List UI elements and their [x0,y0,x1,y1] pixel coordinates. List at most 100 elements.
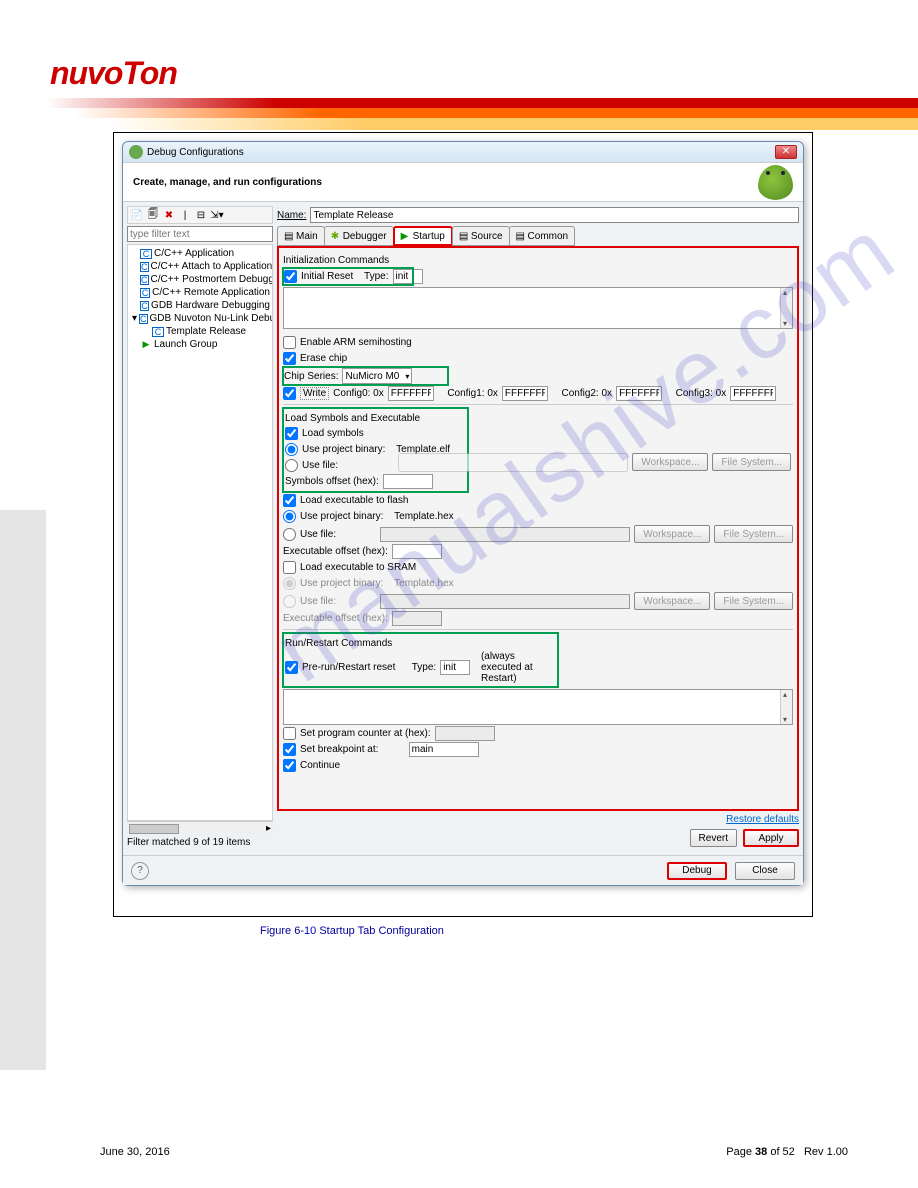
filter-input[interactable] [127,226,273,242]
bug-icon [758,165,793,200]
collapse-icon[interactable]: ⊟ [194,208,208,222]
set-bp-label: Set breakpoint at: [300,744,378,755]
name-label: Name: [277,210,306,221]
type-label-2: Type: [412,662,436,673]
workspace-button-1[interactable]: Workspace... [632,453,708,471]
filter-icon[interactable]: ⇲▾ [210,208,224,222]
set-pc-input [435,726,495,741]
debug-config-dialog: Debug Configurations ✕ Create, manage, a… [122,141,804,886]
tree-hscroll[interactable]: ▸ [127,821,273,835]
tab-main[interactable]: ▤Main [277,226,325,246]
tree-item[interactable]: C/C++ Application [154,248,234,259]
prerun-checkbox[interactable] [285,661,298,674]
exec-offset-label: Executable offset (hex): [283,546,388,557]
load-exec-flash-checkbox[interactable] [283,494,296,507]
set-pc-checkbox[interactable] [283,727,296,740]
use-file-label-3: Use file: [300,596,336,607]
c-icon: C [140,288,150,298]
use-file-label-1: Use file: [302,460,338,471]
config2-label: Config2: 0x [561,388,612,399]
continue-checkbox[interactable] [283,759,296,772]
load-section-label: Load Symbols and Executable [285,413,466,424]
tree-item[interactable]: Template Release [166,326,246,337]
exec-offset-input[interactable] [392,544,442,559]
name-input[interactable] [310,207,799,223]
doc-footer-right: Page 38 of 52 Rev 1.00 [726,1146,848,1158]
filesystem-button-1[interactable]: File System... [712,453,791,471]
config0-label: Config0: 0x [333,388,384,399]
tree-item[interactable]: GDB Nuvoton Nu-Link Debuggin [150,313,273,324]
restore-defaults-link[interactable]: Restore defaults [277,814,799,825]
c-icon: C [140,301,149,311]
reset-type-input[interactable] [393,269,423,284]
figure-caption: Figure 6-10 Startup Tab Configuration [260,925,444,937]
use-file-label-2: Use file: [300,529,336,540]
workspace-button-2[interactable]: Workspace... [634,525,710,543]
close-button[interactable]: Close [735,862,795,880]
use-file-path-1 [398,453,628,472]
source-tab-icon: ▤ [459,231,469,241]
use-project-binary-radio[interactable] [285,443,298,456]
use-project-binary-radio-2[interactable] [283,510,296,523]
tab-startup[interactable]: ▶Startup [393,226,453,246]
arm-semihosting-label: Enable ARM semihosting [300,337,412,348]
set-bp-checkbox[interactable] [283,743,296,756]
apply-button[interactable]: Apply [743,829,799,847]
tab-common[interactable]: ▤Common [509,226,576,246]
tree-item[interactable]: C/C++ Postmortem Debugger [151,274,274,285]
delete-icon[interactable]: ✖ [162,208,176,222]
c-icon: C [139,314,148,324]
dialog-title: Debug Configurations [147,147,244,158]
arm-semihosting-checkbox[interactable] [283,336,296,349]
duplicate-icon[interactable]: 🗐 [146,208,160,222]
config2-input[interactable] [616,386,662,401]
dialog-icon [129,145,143,159]
header-swoosh-yellow [0,118,918,130]
use-file-radio-1[interactable] [285,459,298,472]
prerun-type-input[interactable] [440,660,470,675]
tab-bar: ▤Main ✱Debugger ▶Startup ▤Source ▤Common [277,226,799,246]
revert-button[interactable]: Revert [690,829,737,847]
tree-item[interactable]: Launch Group [154,339,217,350]
use-project-binary-label: Use project binary: [302,444,385,455]
load-exec-sram-checkbox[interactable] [283,561,296,574]
tree-item[interactable]: GDB Hardware Debugging [151,300,270,311]
startup-panel: Initialization Commands Initial Reset Ty… [277,246,799,811]
help-icon[interactable]: ? [131,862,149,880]
config0-input[interactable] [388,386,434,401]
run-section-label: Run/Restart Commands [285,638,556,649]
titlebar: Debug Configurations ✕ [123,142,803,162]
filesystem-button-2[interactable]: File System... [714,525,793,543]
symbols-offset-input[interactable] [383,474,433,489]
chip-series-select[interactable]: NuMicro M0 [342,368,412,384]
use-project-binary-label-2: Use project binary: [300,511,383,522]
new-icon[interactable]: 📄 [130,208,144,222]
set-pc-label: Set program counter at (hex): [300,728,431,739]
run-commands-textarea[interactable] [283,689,793,725]
write-checkbox[interactable] [283,387,296,400]
load-symbols-checkbox[interactable] [285,427,298,440]
config-tree[interactable]: C C/C++ Application C C/C++ Attach to Appl… [127,244,273,821]
debug-button[interactable]: Debug [667,862,727,880]
erase-chip-label: Erase chip [300,353,347,364]
left-pane: 📄 🗐 ✖ | ⊟ ⇲▾ CC/C++ Application CC/C++ A… [127,206,273,851]
config3-input[interactable] [730,386,776,401]
always-exec-note: (always executed at Restart) [481,651,556,684]
filter-status: Filter matched 9 of 19 items [127,835,273,851]
close-icon[interactable]: ✕ [775,145,797,159]
use-file-radio-2[interactable] [283,528,296,541]
tab-source[interactable]: ▤Source [452,226,510,246]
tree-item[interactable]: C/C++ Attach to Application [151,261,273,272]
header-strip: Create, manage, and run configurations [123,162,803,202]
init-commands-textarea[interactable] [283,287,793,329]
tree-item[interactable]: C/C++ Remote Application [152,287,270,298]
initial-reset-checkbox[interactable] [284,270,297,283]
config1-input[interactable] [502,386,548,401]
tab-debugger[interactable]: ✱Debugger [324,226,394,246]
workspace-button-3: Workspace... [634,592,710,610]
set-bp-input[interactable] [409,742,479,757]
project-binary-hex-2: Template.hex [394,578,453,589]
use-file-path-3 [380,594,630,609]
expand-icon[interactable]: ▾ [132,313,137,324]
erase-chip-checkbox[interactable] [283,352,296,365]
